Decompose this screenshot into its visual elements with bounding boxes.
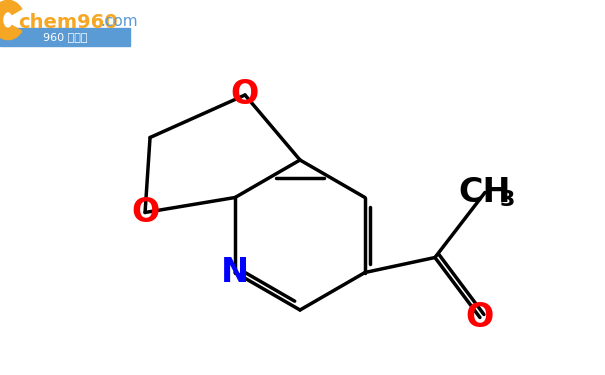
Text: O: O (466, 301, 494, 334)
Text: 960 化工网: 960 化工网 (43, 32, 87, 42)
Text: N: N (221, 256, 249, 289)
Text: O: O (231, 78, 259, 111)
Text: O: O (131, 196, 159, 229)
Text: .com: .com (100, 15, 137, 30)
Text: CH: CH (459, 176, 511, 209)
Text: chem960: chem960 (18, 12, 117, 32)
Text: 3: 3 (499, 190, 515, 210)
Bar (0, 28, 130, 46)
